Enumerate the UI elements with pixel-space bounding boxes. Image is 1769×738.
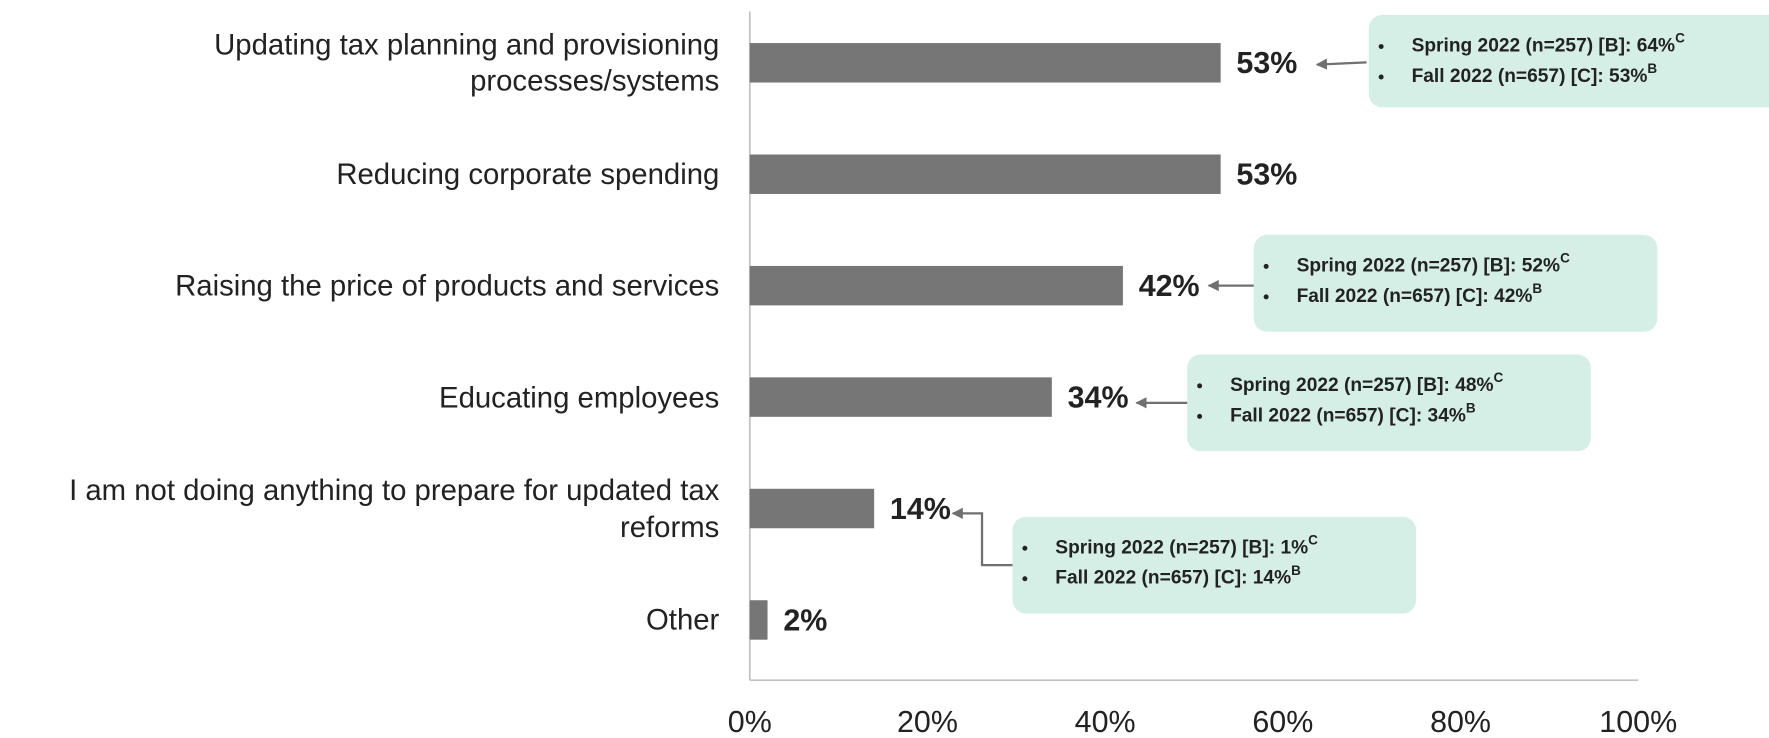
bar <box>749 43 1221 83</box>
bullet <box>1378 74 1384 80</box>
callout-box <box>1368 14 1769 108</box>
callout-box <box>1187 354 1591 452</box>
callout-superscript: C <box>1494 370 1504 385</box>
x-tick-label: 80% <box>1430 705 1491 738</box>
category-label: I am not doing anything to prepare for u… <box>69 473 720 544</box>
category-label-box: I am not doing anything to prepare for u… <box>69 473 720 544</box>
category-label-box: Updating tax planning and provisioning p… <box>214 27 720 98</box>
bullet <box>1378 44 1384 50</box>
x-tick-label: 0% <box>728 705 772 738</box>
value-label: 34% <box>1068 380 1129 414</box>
callout-line: Fall 2022 (n=657) [C]: 42% <box>1297 286 1533 307</box>
callout-text: Fall 2022 (n=657) [C]: 14%B <box>1055 562 1301 588</box>
callout-box <box>1253 234 1658 332</box>
value-label: 53% <box>1236 158 1297 192</box>
bar <box>749 600 768 640</box>
bar <box>749 488 875 529</box>
callout-superscript: C <box>1560 250 1570 265</box>
callout-text: Spring 2022 (n=257) [B]: 64%C <box>1412 30 1685 56</box>
callout-line: Fall 2022 (n=657) [C]: 34% <box>1230 405 1466 426</box>
value-label: 53% <box>1236 46 1297 80</box>
callout-arrow <box>951 507 1013 567</box>
category-label-box: Other <box>646 602 720 637</box>
bar <box>749 265 1123 306</box>
value-label: 2% <box>783 603 827 637</box>
category-label-box: Reducing corporate spending <box>336 157 720 191</box>
bullet <box>1022 576 1028 582</box>
value-label: 42% <box>1139 269 1200 303</box>
callout-superscript: B <box>1647 61 1657 76</box>
callout-text: Fall 2022 (n=657) [C]: 34%B <box>1230 400 1476 426</box>
category-label: Reducing corporate spending <box>336 157 720 191</box>
category-label-box: Raising the price of products and servic… <box>175 268 720 303</box>
callout-line: Spring 2022 (n=257) [B]: 64% <box>1412 36 1675 57</box>
bar <box>749 154 1221 194</box>
category-label: Educating employees <box>439 379 720 414</box>
callout-line: Fall 2022 (n=657) [C]: 14% <box>1055 568 1291 589</box>
category-label: Raising the price of products and servic… <box>175 268 720 303</box>
callout-text: Fall 2022 (n=657) [C]: 53%B <box>1412 61 1658 87</box>
callout-line: Spring 2022 (n=257) [B]: 48% <box>1230 375 1493 396</box>
category-label: Updating tax planning and provisioning p… <box>214 27 720 98</box>
bullet <box>1022 545 1028 551</box>
x-tick-label: 40% <box>1075 705 1136 738</box>
callout-superscript: B <box>1532 281 1542 296</box>
callout-text: Spring 2022 (n=257) [B]: 52%C <box>1297 250 1570 276</box>
callout-text: Spring 2022 (n=257) [B]: 1%C <box>1055 532 1318 558</box>
callout-superscript: B <box>1291 562 1301 577</box>
category-label-box: Educating employees <box>439 379 720 414</box>
callout-line: Fall 2022 (n=657) [C]: 53% <box>1412 66 1648 87</box>
callout-text: Spring 2022 (n=257) [B]: 48%C <box>1230 370 1503 396</box>
callout-line: Spring 2022 (n=257) [B]: 52% <box>1297 255 1560 276</box>
bullet <box>1263 294 1269 300</box>
callout-box <box>1012 516 1417 614</box>
bullet <box>1197 413 1203 419</box>
value-label: 14% <box>890 492 951 526</box>
callout-superscript: C <box>1308 532 1318 547</box>
x-tick-label: 20% <box>897 705 958 738</box>
callout-line: Spring 2022 (n=257) [B]: 1% <box>1055 537 1308 558</box>
callout-superscript: C <box>1675 30 1685 45</box>
category-label: Other <box>646 602 720 637</box>
callout-superscript: B <box>1466 400 1476 415</box>
bullet <box>1197 383 1203 389</box>
callout-text: Fall 2022 (n=657) [C]: 42%B <box>1297 281 1543 307</box>
x-tick-label: 100% <box>1599 705 1677 738</box>
callout-arrow <box>1315 58 1367 70</box>
x-tick-label: 60% <box>1252 705 1313 738</box>
bullet <box>1263 263 1269 269</box>
bar <box>749 377 1052 417</box>
